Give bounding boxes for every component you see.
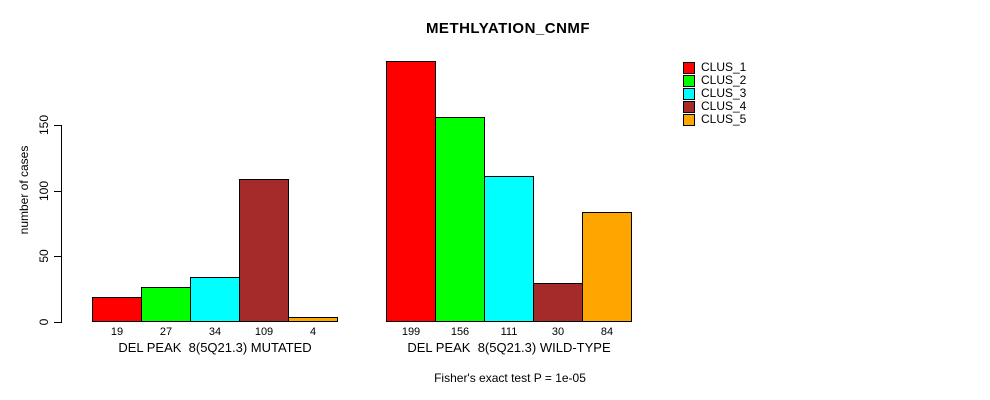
bar-clus_4 xyxy=(239,179,289,322)
legend-entry: CLUS_3 xyxy=(683,87,746,100)
bar-clus_3 xyxy=(190,277,240,322)
legend-label: CLUS_2 xyxy=(701,73,747,87)
group-label-wild-type: DEL PEAK 8(5Q21.3) WILD-TYPE xyxy=(407,340,611,355)
chart-title: METHLYATION_CNMF xyxy=(425,20,591,37)
bar-value-label: 109 xyxy=(254,326,274,338)
legend-entry: CLUS_2 xyxy=(683,74,746,87)
y-axis-tick xyxy=(54,256,61,257)
y-axis-tick-label: 0 xyxy=(37,318,51,326)
legend-entry: CLUS_5 xyxy=(683,113,746,126)
y-axis-tick-label: 150 xyxy=(37,114,51,136)
legend-label: CLUS_4 xyxy=(701,99,747,113)
y-axis-tick-label: 100 xyxy=(37,180,51,202)
bar-clus_1 xyxy=(386,61,436,322)
legend-swatch-clus_5 xyxy=(683,113,695,126)
bar-clus_2 xyxy=(435,117,485,322)
legend-swatch-clus_2 xyxy=(683,74,695,87)
bar-clus_4 xyxy=(533,283,583,322)
bar-value-label: 27 xyxy=(159,326,173,338)
fisher-test-footnote: Fisher's exact test P = 1e-05 xyxy=(434,371,586,385)
bar-clus_5 xyxy=(582,212,632,322)
bar-clus_2 xyxy=(141,287,191,322)
legend-entry: CLUS_1 xyxy=(683,61,746,74)
y-axis-tick xyxy=(54,322,61,323)
legend-swatch-clus_4 xyxy=(683,100,695,113)
legend-label: CLUS_5 xyxy=(701,112,747,126)
bar-value-label: 4 xyxy=(309,326,317,338)
bar-clus_1 xyxy=(92,297,142,322)
bar-clus_5 xyxy=(288,317,338,322)
y-axis-tick xyxy=(54,191,61,192)
y-axis-tick-label: 50 xyxy=(37,249,51,263)
bar-value-label: 34 xyxy=(208,326,222,338)
bar-value-label: 111 xyxy=(500,326,518,338)
group-label-mutated: DEL PEAK 8(5Q21.3) MUTATED xyxy=(118,340,312,355)
legend-label: CLUS_3 xyxy=(701,86,747,100)
legend-swatch-clus_1 xyxy=(683,61,695,74)
y-axis-title: number of cases xyxy=(17,145,31,235)
bar-clus_3 xyxy=(484,176,534,322)
legend-entry: CLUS_4 xyxy=(683,100,746,113)
bar-value-label: 84 xyxy=(600,326,614,338)
bar-value-label: 199 xyxy=(401,326,421,338)
bar-value-label: 19 xyxy=(110,326,124,338)
legend: CLUS_1 CLUS_2 CLUS_3 CLUS_4 CLUS_5 xyxy=(683,61,746,126)
y-axis-line xyxy=(61,125,62,323)
bar-value-label: 30 xyxy=(551,326,565,338)
legend-label: CLUS_1 xyxy=(701,60,747,74)
y-axis-tick xyxy=(54,125,61,126)
legend-swatch-clus_3 xyxy=(683,87,695,100)
bar-value-label: 156 xyxy=(450,326,470,338)
